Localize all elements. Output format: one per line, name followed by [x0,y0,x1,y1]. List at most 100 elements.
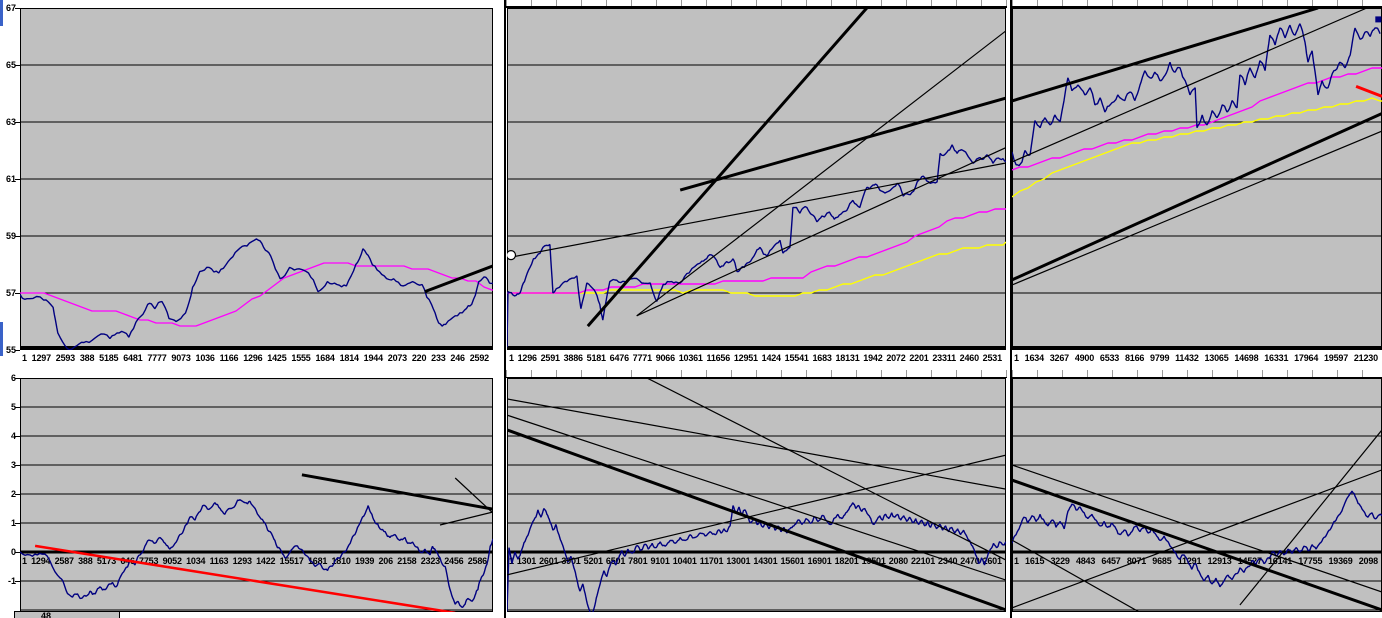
x-tick-label: 10401 [672,556,697,566]
ruler-mid-middle [506,370,1007,378]
price-line [507,144,1006,348]
x-tick-label: 10361 [678,353,703,363]
price-line [20,238,493,350]
x-tick-label: 4900 [1074,353,1095,363]
x-tick-label: 2098 [1358,556,1378,566]
x-tick-label: 5201 [583,556,603,566]
x-tick-label: 1297 [31,353,51,363]
x-tick-label: 2201 [909,353,929,363]
trend-thin-b [439,511,493,526]
y-axis-tick [15,122,20,123]
x-tick-label: 3267 [1049,353,1069,363]
ruler-top-right [1012,0,1382,8]
y-axis-tick [15,551,20,553]
x-tick-label: 11432 [1175,353,1199,363]
y-axis-label: 57 [5,288,16,298]
x-tick-label: 2592 [469,353,489,363]
x-tick-label: 6481 [123,353,143,363]
x-tick-label: 1814 [339,353,359,363]
y-axis-label: 4 [10,430,16,441]
price-line [1012,23,1381,167]
x-tick-label: 1293 [232,556,252,566]
y-axis-label: 65 [5,60,16,70]
x-tick-label: 13065 [1204,353,1229,363]
y-axis-label: 2 [10,488,16,499]
x-tick-label: 19369 [1328,556,1353,566]
x-tick-label: 1555 [291,353,311,363]
plot-border [1012,378,1382,612]
y-axis-label: 55 [5,345,16,355]
x-tick-label: 1634 [1024,353,1044,363]
ma-magenta-line [20,262,493,327]
y-axis-label: 5 [10,401,16,412]
trend-red [34,544,456,612]
y-axis-tick [15,378,20,379]
trend-thick-shallow [679,96,1006,192]
square-marker[interactable] [1375,16,1382,23]
x-axis-labels: 1129425873885173646775390521034116312931… [22,556,487,566]
x-tick-label: 14527 [1237,556,1262,566]
x-tick-label: 23311 [932,353,956,363]
bottom-strip [0,612,1382,618]
y-axis-label: 1 [10,517,16,528]
plot-border [507,378,1006,612]
ma-magenta-line [1012,67,1382,171]
x-tick-label: 1 [1014,556,1019,566]
x-tick-label: 17964 [1294,353,1319,363]
x-tick-label: 1 [509,353,514,363]
trend-thick [424,264,493,294]
x-tick-label: 2072 [886,353,906,363]
x-tick-label: 1683 [812,353,832,363]
x-tick-label: 6533 [1099,353,1120,363]
x-tick-label: 3886 [563,353,583,363]
x-tick-label: 17755 [1298,556,1323,566]
x-tick-label: 12913 [1207,556,1232,566]
x-tick-label: 21230 [1353,353,1378,363]
trend-thin-asc [1012,469,1382,609]
ma-magenta-line [507,208,1006,294]
chart-panel-bottom-middle [507,378,1006,612]
y-axis-tick [15,350,20,351]
x-tick-label: 220 [411,353,427,363]
x-tick-label: 1684 [315,353,335,363]
y-axis-label: 59 [5,231,16,241]
trend-thin-upper [1012,8,1368,163]
circle-marker[interactable] [507,250,517,261]
x-tick-label: 1810 [331,556,351,566]
y-axis-tick [15,8,20,9]
background-window-sliver [0,0,3,26]
x-tick-label: 13001 [726,556,751,566]
x-tick-label: 7777 [147,353,167,363]
x-tick-label: 9073 [171,353,191,363]
taskbar-button-fragment[interactable]: 48 [14,611,120,618]
x-tick-label: 5181 [586,353,606,363]
x-tick-label: 9799 [1150,353,1170,363]
x-tick-label: 16141 [1268,556,1293,566]
x-tick-label: 388 [78,556,93,566]
y-axis-label: 0 [10,546,16,557]
trend-thin-mid [645,378,1006,561]
x-tick-label: 2601 [539,556,559,566]
y-axis-tick [15,435,20,437]
chart-panel-bottom-left [20,378,493,612]
x-tick-label: 11656 [706,353,731,363]
x-tick-label: 233 [431,353,446,363]
y-axis-label: -1 [7,575,16,586]
x-tick-label: 12951 [733,353,758,363]
x-tick-label: 22101 [910,556,935,566]
x-tick-label: 2531 [982,353,1002,363]
x-tick-label: 9066 [655,353,675,363]
x-tick-label: 6457 [1101,556,1121,566]
x-tick-label: 6476 [609,353,629,363]
trend-thick [1012,478,1382,612]
x-tick-label: 7771 [632,353,652,363]
x-tick-label: 5173 [96,556,117,566]
x-tick-label: 15517 [279,556,304,566]
x-tick-label: 18201 [834,556,859,566]
x-tick-label: 1681 [307,556,328,566]
y-axis-label: 63 [5,117,16,127]
plot-border [20,378,493,612]
x-tick-label: 2080 [888,556,908,566]
x-tick-label: 1166 [219,353,239,363]
